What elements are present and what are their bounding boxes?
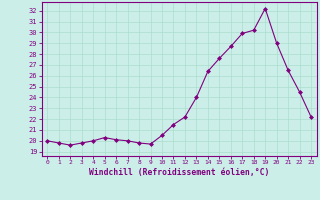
X-axis label: Windchill (Refroidissement éolien,°C): Windchill (Refroidissement éolien,°C)	[89, 168, 269, 177]
